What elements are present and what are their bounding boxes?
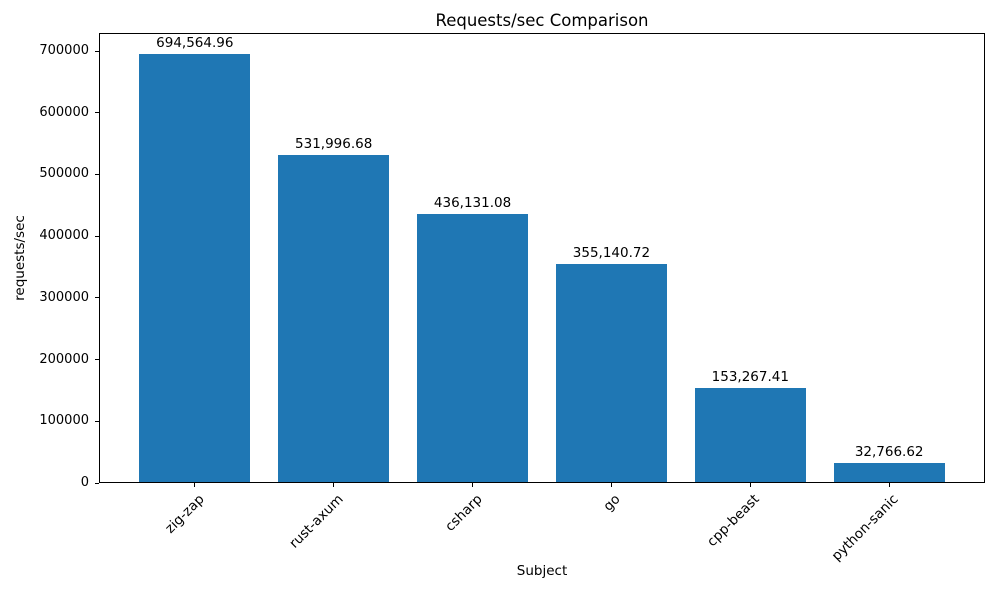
x-tick: [888, 483, 890, 487]
x-tick: [472, 483, 474, 487]
y-tick-label: 100000: [39, 413, 89, 429]
x-tick-label: cpp-beast: [704, 491, 763, 550]
x-tick: [194, 483, 196, 487]
x-tick-label: rust-axum: [285, 491, 347, 552]
plot-area: [99, 33, 985, 483]
x-tick: [749, 483, 751, 487]
x-tick: [333, 483, 335, 487]
y-tick-label: 200000: [39, 351, 89, 367]
y-tick-label: 600000: [39, 104, 89, 120]
y-tick-label: 0: [80, 475, 89, 490]
x-tick-label: csharp: [441, 491, 486, 535]
x-tick-label: go: [600, 491, 625, 515]
chart-title: Requests/sec Comparison: [435, 11, 649, 30]
x-axis-label: Subject: [516, 563, 568, 579]
y-axis-label: requests/sec: [12, 215, 28, 301]
y-tick-label: 700000: [39, 43, 89, 59]
x-tick-label: python-sanic: [828, 491, 902, 565]
x-tick: [610, 483, 612, 487]
x-tick-label: zig-zap: [162, 491, 208, 537]
